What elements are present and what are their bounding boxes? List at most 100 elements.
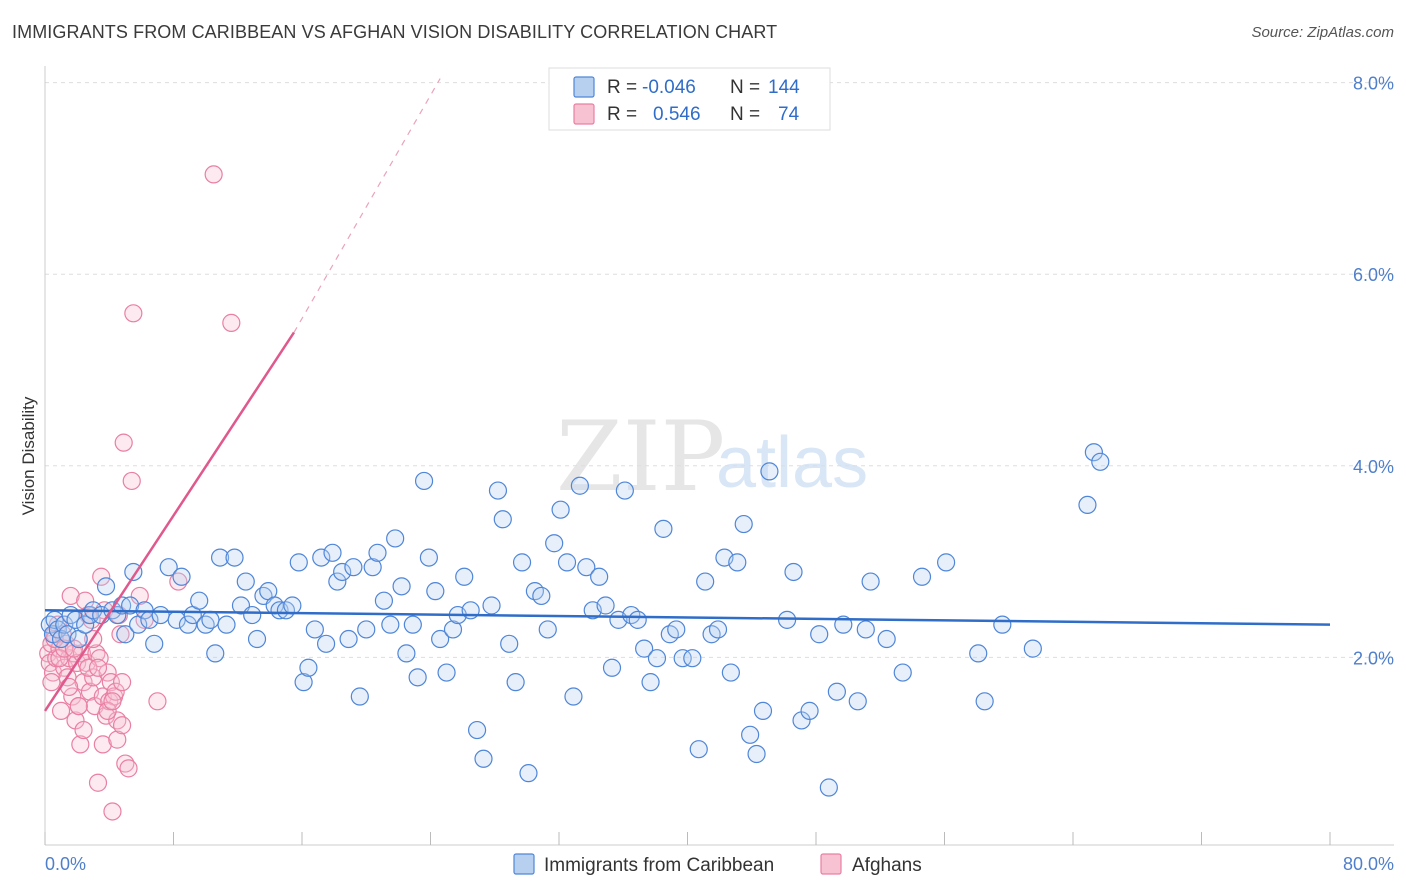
bottom-legend-label-afghans: Afghans xyxy=(852,855,922,876)
caribbean-point xyxy=(316,634,336,653)
afghans-point xyxy=(71,735,90,754)
caribbean-point xyxy=(1084,443,1103,462)
x-tick-label-max: 80.0% xyxy=(1343,854,1394,874)
caribbean-point xyxy=(747,744,766,764)
caribbean-point xyxy=(339,629,358,649)
caribbean-point xyxy=(557,553,577,572)
caribbean-point xyxy=(403,615,422,634)
caribbean-point xyxy=(159,558,178,577)
caribbean-point xyxy=(673,649,692,668)
caribbean-point xyxy=(545,534,564,553)
caribbean-point xyxy=(408,668,427,687)
afghans-point xyxy=(148,692,167,711)
caribbean-point xyxy=(374,591,394,610)
caribbean-point xyxy=(350,687,369,706)
caribbean-point xyxy=(993,615,1012,634)
x-tick-label-min: 0.0% xyxy=(45,854,86,874)
caribbean-point xyxy=(596,596,615,615)
caribbean-point xyxy=(937,553,956,572)
y-axis-label: Vision Disability xyxy=(19,396,38,515)
caribbean-point xyxy=(392,577,411,596)
caribbean-point xyxy=(283,596,302,615)
afghans-point xyxy=(112,716,132,735)
watermark-zip: ZIP xyxy=(556,401,725,513)
caribbean-point xyxy=(800,701,819,720)
afghans-point xyxy=(50,649,69,668)
afghans-point xyxy=(111,625,130,644)
legend-n-value-afghans: 74 xyxy=(778,104,800,125)
afghans-point xyxy=(103,802,122,821)
caribbean-point xyxy=(975,692,994,711)
caribbean-point xyxy=(363,558,382,577)
caribbean-point xyxy=(538,620,557,639)
caribbean-point xyxy=(467,720,487,740)
legend-n-label-caribbean: N = xyxy=(730,77,760,98)
legend-swatch-afghans xyxy=(573,103,595,125)
caribbean-point xyxy=(225,548,244,567)
caribbean-point xyxy=(344,558,363,577)
afghans-point xyxy=(204,165,223,184)
legend-n-label-afghans: N = xyxy=(730,104,760,125)
caribbean-point xyxy=(455,567,474,586)
caribbean-point xyxy=(323,543,342,562)
caribbean-point xyxy=(615,481,634,500)
y-tick-label: 6.0% xyxy=(1353,265,1394,285)
caribbean-point xyxy=(760,462,779,481)
caribbean-trend-line xyxy=(44,609,1331,626)
caribbean-point xyxy=(721,663,740,682)
caribbean-point xyxy=(190,591,209,610)
caribbean-point xyxy=(810,625,829,644)
y-tick-label: 8.0% xyxy=(1353,74,1394,94)
caribbean-point xyxy=(357,620,376,639)
legend-swatch-caribbean xyxy=(573,76,595,98)
afghans-point xyxy=(55,639,74,658)
caribbean-point xyxy=(333,562,352,582)
caribbean-point xyxy=(877,629,896,649)
afghans-point xyxy=(112,673,132,692)
caribbean-point xyxy=(299,658,318,677)
caribbean-point xyxy=(312,548,331,567)
caribbean-point xyxy=(414,471,434,491)
caribbean-point xyxy=(116,625,135,644)
bottom-legend-label-caribbean: Immigrants from Caribbean xyxy=(544,855,774,876)
caribbean-point xyxy=(178,615,198,634)
y-tick-label: 2.0% xyxy=(1353,648,1394,668)
afghans-point xyxy=(74,720,93,740)
caribbean-point xyxy=(654,519,673,538)
caribbean-point xyxy=(381,615,400,634)
caribbean-point xyxy=(734,514,753,534)
legend-box xyxy=(548,67,831,131)
afghans-point xyxy=(124,304,143,323)
caribbean-point xyxy=(848,692,867,711)
caribbean-point xyxy=(519,764,538,783)
afghans-point xyxy=(79,658,98,677)
caribbean-point xyxy=(206,644,225,663)
caribbean-point xyxy=(482,596,501,615)
afghans-point xyxy=(119,759,138,778)
caribbean-point xyxy=(1078,495,1097,515)
gridlines xyxy=(45,82,1394,658)
legend-r-label-afghans: R = xyxy=(607,104,637,125)
caribbean-point xyxy=(124,562,143,582)
caribbean-point xyxy=(305,620,324,639)
caribbean-point xyxy=(506,673,525,692)
afghans-point xyxy=(114,433,133,452)
caribbean-point xyxy=(96,577,116,596)
caribbean-point xyxy=(431,629,450,649)
caribbean-point xyxy=(1023,639,1042,658)
afghans-point xyxy=(88,658,108,677)
bottom-legend-swatch-afghans xyxy=(820,853,842,875)
caribbean-point xyxy=(437,663,456,682)
trend-lines xyxy=(43,78,1331,712)
afghans-trend-line xyxy=(43,331,296,712)
caribbean-point xyxy=(861,572,880,591)
caribbean-point xyxy=(328,572,347,591)
caribbean-point xyxy=(512,553,532,572)
caribbean-point xyxy=(689,740,708,759)
caribbean-point xyxy=(753,701,773,720)
caribbean-point xyxy=(236,572,255,591)
caribbean-point xyxy=(386,529,405,548)
afghans-point xyxy=(93,735,112,754)
afghans-point xyxy=(108,730,127,749)
